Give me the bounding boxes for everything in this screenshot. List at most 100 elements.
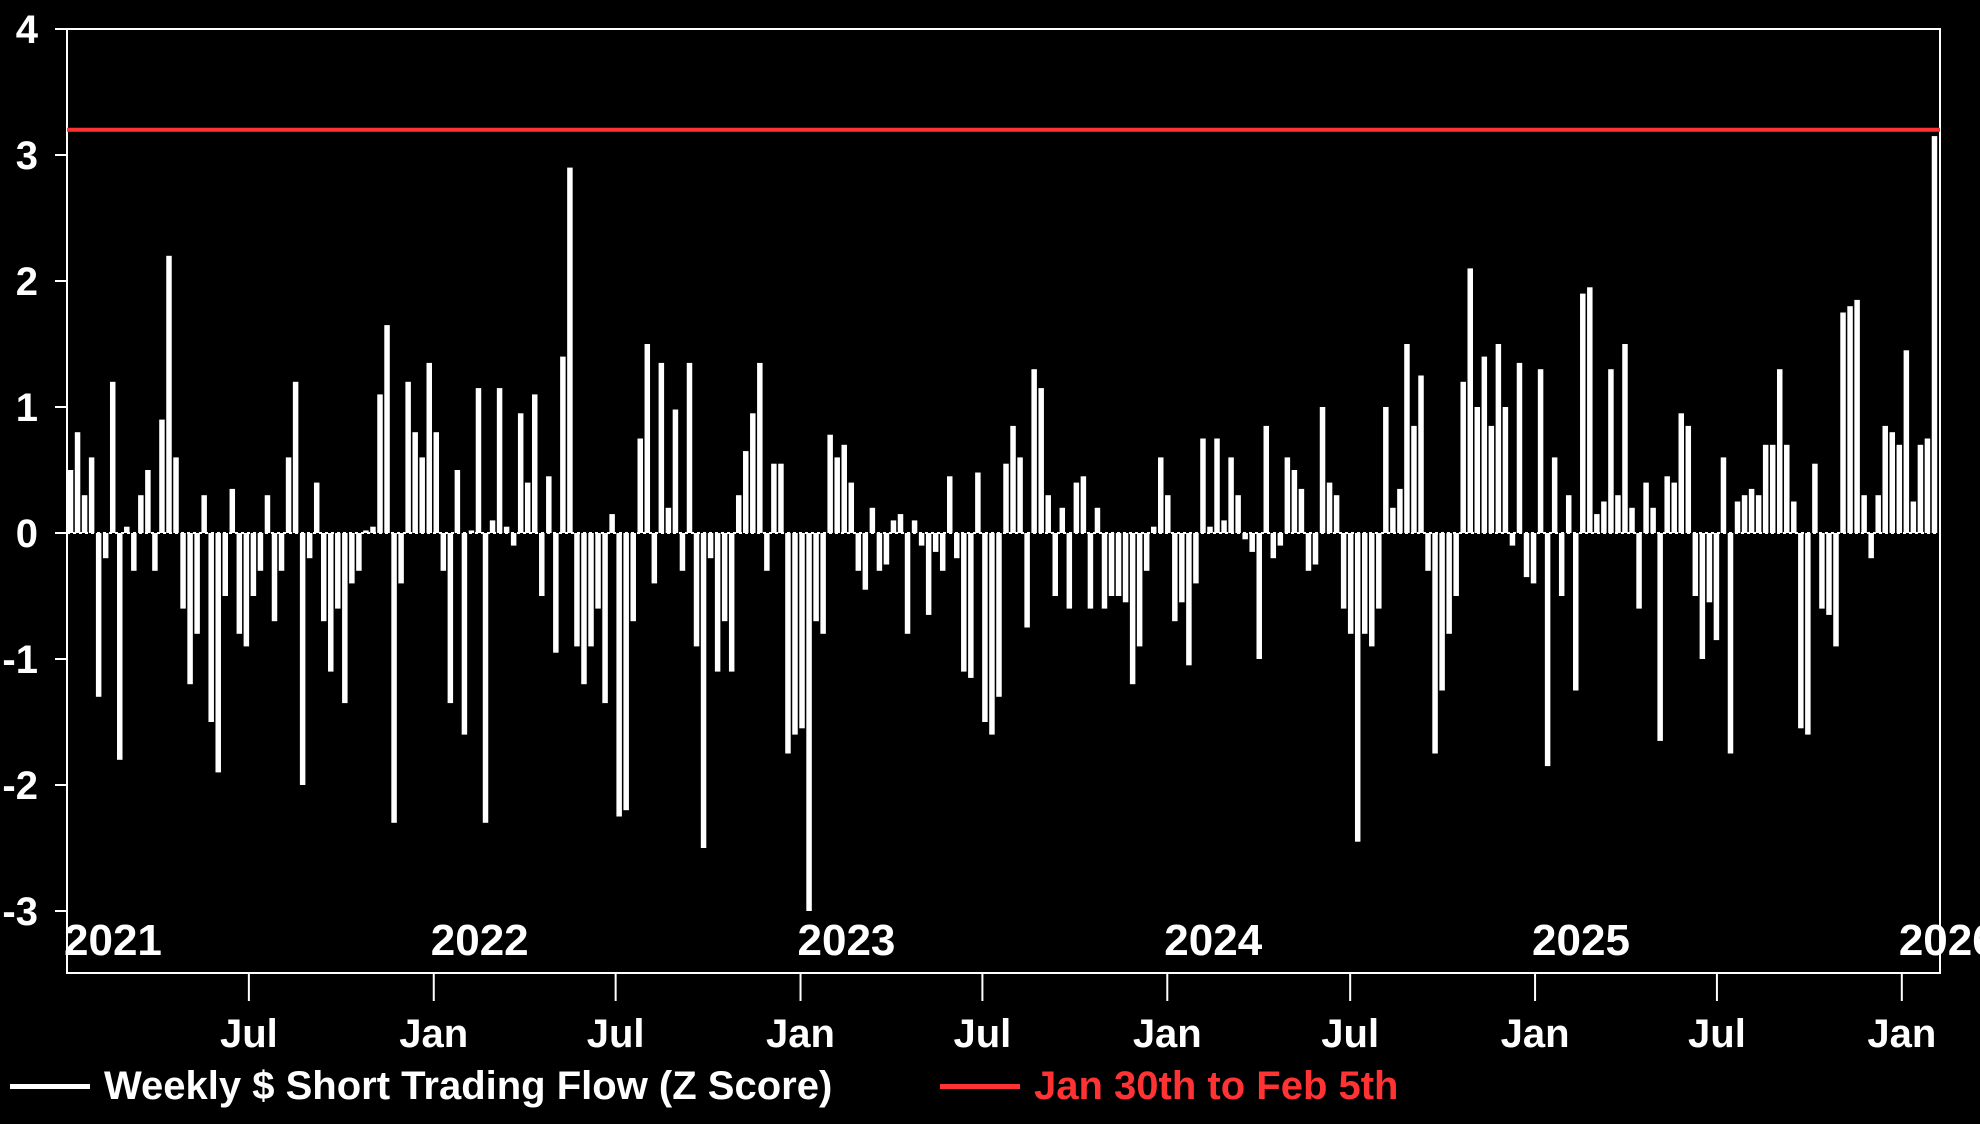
bar xyxy=(503,526,510,533)
bar xyxy=(1791,501,1797,533)
x-axis-month-labels: Jul Jan Jul Jan Jul Jan Jul Jan Jul Jan xyxy=(220,973,1936,1056)
bar xyxy=(679,533,686,571)
bar xyxy=(693,533,700,647)
bar xyxy=(1439,533,1445,691)
month-label: Jan xyxy=(766,1012,835,1056)
bar xyxy=(1003,463,1009,533)
bar xyxy=(180,533,186,609)
month-label: Jul xyxy=(954,1012,1012,1056)
bar xyxy=(1228,457,1234,533)
bar xyxy=(1010,425,1016,533)
bar xyxy=(391,533,397,823)
bar xyxy=(1326,482,1333,533)
bar xyxy=(1573,533,1579,691)
bar xyxy=(419,457,425,533)
bar xyxy=(911,520,918,533)
bar xyxy=(539,533,545,596)
y-tick-label: -3 xyxy=(2,890,38,934)
bar xyxy=(271,533,278,622)
bar xyxy=(714,533,721,672)
bar xyxy=(1376,533,1382,609)
bar xyxy=(377,394,383,533)
bar xyxy=(201,495,207,533)
bar xyxy=(349,533,355,584)
plot-frame xyxy=(66,28,1941,974)
bar xyxy=(1193,533,1199,584)
bar xyxy=(159,419,165,533)
bar xyxy=(1467,268,1473,533)
bar xyxy=(1340,533,1347,609)
bar xyxy=(243,533,250,647)
bar xyxy=(609,514,615,533)
bar xyxy=(1214,438,1220,533)
bar xyxy=(1776,369,1783,533)
bar xyxy=(447,533,454,704)
bar xyxy=(1284,457,1291,533)
bar xyxy=(124,526,130,533)
bar xyxy=(546,476,552,533)
month-label: Jul xyxy=(1321,1012,1379,1056)
bar xyxy=(707,533,714,559)
bar xyxy=(1495,344,1502,533)
bar xyxy=(1875,495,1881,533)
legend-swatch-flow xyxy=(10,1083,90,1089)
bar xyxy=(229,488,236,533)
bar xyxy=(1924,438,1931,533)
y-tick-label: 1 xyxy=(16,386,38,430)
bar xyxy=(342,533,348,704)
month-label: Jul xyxy=(1688,1012,1746,1056)
y-tick-label: 2 xyxy=(16,260,38,304)
bar xyxy=(567,167,573,533)
bar xyxy=(1488,425,1495,533)
bar xyxy=(1748,488,1755,533)
bar xyxy=(1558,533,1565,596)
bar xyxy=(278,533,285,571)
bar xyxy=(1073,482,1080,533)
bar xyxy=(1186,533,1192,666)
bar xyxy=(1129,533,1136,685)
bar xyxy=(468,530,475,533)
bar xyxy=(644,344,651,533)
y-tick-label: -2 xyxy=(2,764,38,808)
bar xyxy=(524,482,531,533)
bar xyxy=(553,533,559,653)
bar xyxy=(932,533,939,552)
bar xyxy=(363,530,369,533)
bar xyxy=(1580,293,1586,533)
bar xyxy=(588,533,594,647)
bar xyxy=(813,533,819,622)
bar xyxy=(1931,136,1938,533)
bar xyxy=(1805,533,1811,735)
bar xyxy=(728,533,735,672)
bar xyxy=(306,533,313,559)
bar xyxy=(236,533,243,634)
bar xyxy=(897,514,904,533)
bar xyxy=(883,533,890,565)
bar xyxy=(968,533,974,678)
bar xyxy=(954,533,960,559)
bar xyxy=(74,432,81,533)
bar xyxy=(532,394,538,533)
y-tick-label: 0 xyxy=(16,512,38,556)
bar xyxy=(1045,495,1051,533)
y-axis: 4 3 2 1 0 -1 -2 -3 xyxy=(2,8,67,934)
bar xyxy=(1840,312,1846,533)
bar xyxy=(1784,444,1790,533)
bar xyxy=(109,381,116,533)
bar xyxy=(771,463,777,533)
bar xyxy=(208,533,214,722)
bar xyxy=(1692,533,1699,596)
bar xyxy=(855,533,862,571)
bar xyxy=(1699,533,1706,659)
bar xyxy=(1516,362,1523,533)
bar xyxy=(1460,381,1466,533)
bar xyxy=(356,533,362,571)
bar xyxy=(820,533,826,634)
bar xyxy=(1636,533,1642,609)
bar xyxy=(1425,533,1431,571)
bar xyxy=(1530,533,1537,584)
bar xyxy=(672,409,679,533)
bar xyxy=(1474,407,1481,533)
bar xyxy=(81,495,88,533)
bar xyxy=(560,356,566,533)
